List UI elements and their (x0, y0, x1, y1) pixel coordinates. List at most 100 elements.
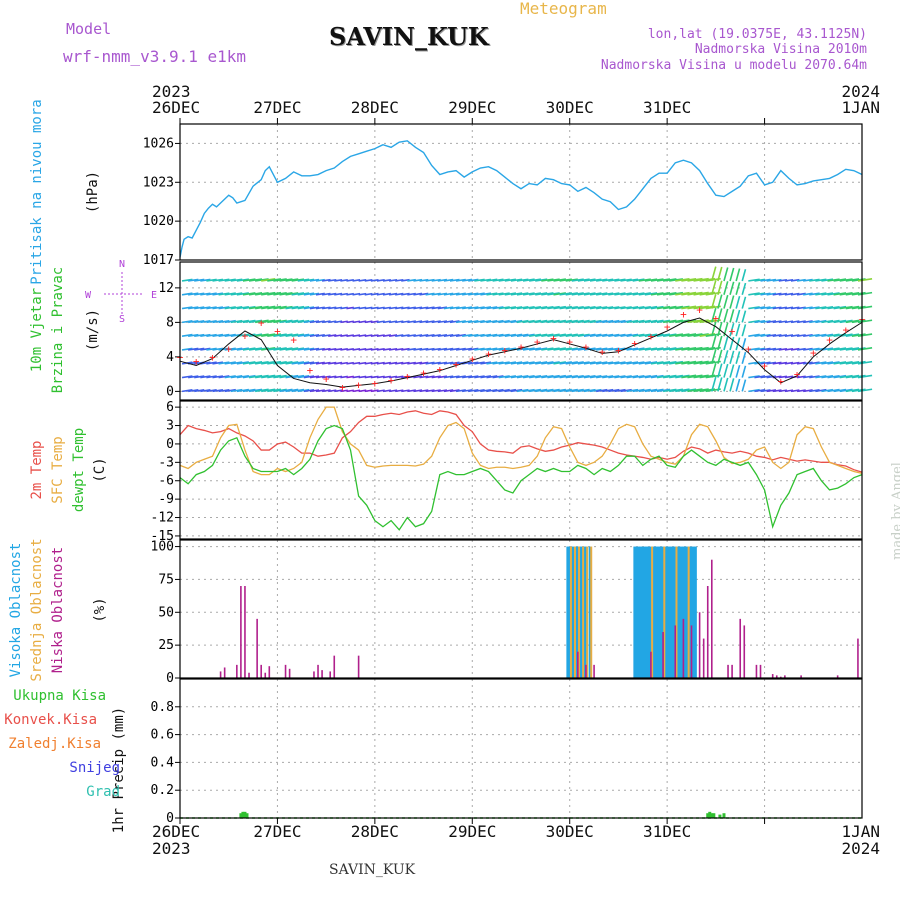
wind-arrow (242, 347, 256, 351)
wind-arrow (449, 347, 460, 351)
wind-arrow (492, 306, 504, 310)
wind-mean-marker: + (583, 341, 590, 354)
wind-arrow (675, 360, 690, 365)
wind-arrow (212, 278, 224, 282)
temperature-ytick-label: -12 (151, 511, 174, 526)
wind-arrow (401, 278, 410, 282)
precip-legend-item: Ukupna Kisa (13, 688, 106, 704)
wind-arrow (212, 361, 224, 365)
high-cloud-bar (680, 546, 683, 678)
wind-arrow (766, 375, 777, 379)
wind-arrow (541, 278, 554, 282)
wind-arrow (206, 389, 217, 393)
wind-arrow (462, 347, 473, 351)
wind-arrow (273, 291, 287, 296)
wind-arrow (827, 319, 840, 324)
high-cloud-bar (694, 546, 697, 678)
wind-arrow (626, 306, 639, 310)
wind-mean-marker: + (713, 312, 720, 325)
wind-arrow (735, 364, 741, 378)
wind-arrow (346, 361, 354, 365)
pressure-unit: (hPa) (85, 171, 101, 213)
low-cloud-bar (248, 672, 250, 678)
wind-arrow (443, 389, 454, 393)
low-cloud-bar (690, 625, 693, 678)
wind-mean-marker: + (696, 303, 703, 316)
wind-mean-marker: + (599, 346, 606, 359)
wind-arrow (821, 278, 834, 282)
high-cloud-bar (566, 546, 569, 678)
wind-arrow (187, 347, 199, 351)
wind-arrow (388, 292, 398, 296)
wind-arrow (279, 388, 293, 393)
wind-arrow (803, 347, 813, 351)
wind-arrow (492, 319, 504, 324)
wind-arrow (364, 389, 373, 393)
wind-arrow (480, 306, 492, 310)
top-end-year: 2024 (841, 82, 880, 101)
wind-arrow (224, 361, 236, 365)
wind-arrow (815, 333, 827, 337)
bottom-time-label: 27DEC (253, 822, 301, 841)
wind-arrow (407, 347, 416, 351)
wind-unit: (m/s) (85, 309, 101, 351)
wind-arrow (254, 333, 269, 337)
wind-arrow (364, 348, 373, 351)
temperature-ytick-label: 3 (166, 419, 174, 434)
wind-arrow (492, 361, 504, 365)
wind-arrow (620, 388, 632, 393)
cloud-frame (179, 539, 863, 679)
top-time-label: 28DEC (351, 98, 399, 117)
temperature-ytick-label: 0 (166, 437, 174, 452)
high-cloud-bar (643, 546, 647, 678)
wind-arrow (334, 279, 343, 282)
wind-arrow (382, 389, 392, 393)
wind-arrow (839, 292, 853, 296)
wind-arrow (303, 320, 315, 324)
wind-arrow (419, 278, 429, 282)
wind-arrow (602, 375, 614, 379)
wind-arrow (748, 319, 760, 324)
wind-arrow (194, 278, 205, 282)
wind-arrow (480, 319, 492, 324)
wind-arrow (735, 282, 741, 295)
wind-arrow (370, 292, 379, 296)
wind-arrow (857, 347, 873, 351)
wind-arrow (309, 334, 320, 337)
wind-arrow (662, 291, 677, 296)
wind-arrow (242, 305, 256, 310)
wind-arrow (693, 291, 709, 296)
wind-arrow (796, 361, 806, 365)
wind-arrow (833, 305, 847, 310)
wind-arrow (419, 361, 429, 365)
top-time-label: 31DEC (643, 98, 691, 117)
wind-arrow (267, 374, 282, 379)
wind-arrow (687, 360, 703, 365)
wind-arrow (595, 292, 608, 296)
wind-arrow (723, 363, 729, 378)
wind-arrow (851, 278, 866, 282)
wind-arrow (522, 278, 535, 282)
wind-arrow (321, 361, 331, 365)
low-cloud-bar (357, 655, 360, 678)
footer-station: SAVIN_KUK (329, 862, 416, 878)
wind-arrow (297, 375, 310, 379)
wind-arrow (522, 347, 535, 351)
high-cloud-bar (684, 546, 687, 678)
wind-arrow (577, 333, 590, 337)
wind-arrow (711, 266, 717, 282)
bottom-time-label: 26DEC (152, 822, 200, 841)
bottom-end-year: 2024 (841, 839, 880, 858)
wind-arrow (486, 375, 498, 379)
wind-arrow (309, 306, 320, 310)
low-cloud-bar (662, 632, 664, 678)
wind-arrow (431, 361, 441, 365)
precip-legend-item: Zaledj.Kisa (8, 736, 101, 752)
wind-arrow (687, 319, 703, 324)
wind-arrow (809, 375, 820, 379)
wind-arrow (443, 292, 454, 296)
wind-arrow (528, 361, 542, 365)
wind-arrow (827, 347, 840, 351)
wind-arrow (851, 333, 866, 337)
wind-arrow (218, 361, 230, 365)
